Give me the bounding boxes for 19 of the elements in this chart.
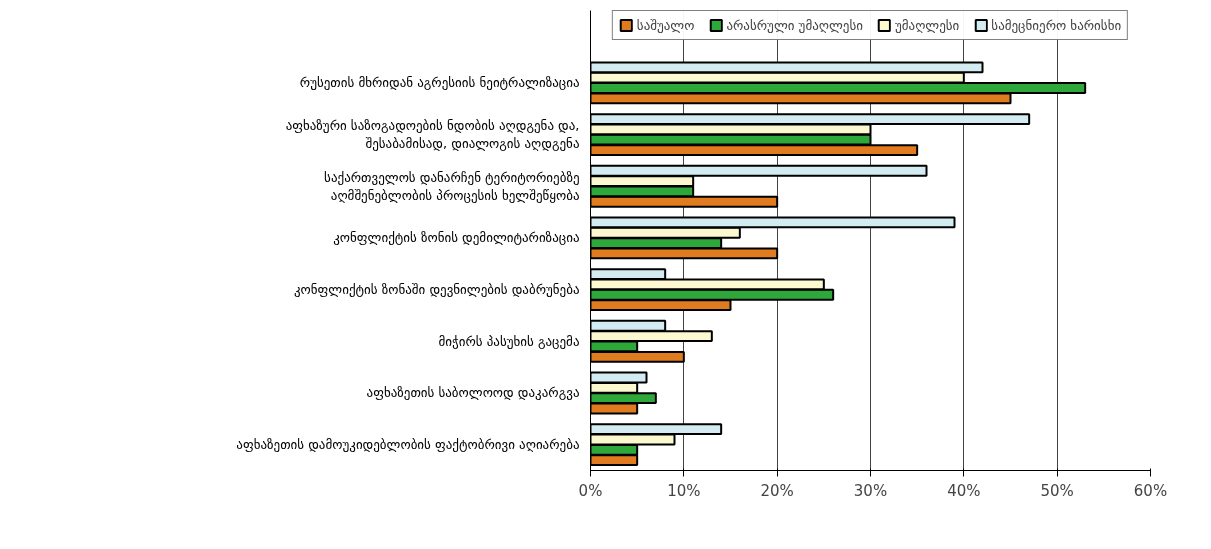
y-tick-label: კონფლიქტის ზონაში დევნილების დაბრუნება bbox=[293, 282, 580, 298]
x-tick-label: 10% bbox=[667, 481, 701, 500]
x-tick-label: 60% bbox=[1133, 481, 1168, 500]
y-tick-label: აფხაზეთის დამოუკიდებლობის ფაქტობრივი აღიარება bbox=[236, 437, 580, 453]
y-tick-label: აფხაზური საზოგადოების ნდობის აღდგენა და, შესაბამისად, დიალოგის აღდგენა bbox=[285, 118, 580, 152]
x-tick-label: 20% bbox=[760, 481, 794, 500]
legend-label: სამეცნიერო ხარისხი bbox=[991, 17, 1122, 33]
x-tick-label: 40% bbox=[947, 481, 981, 500]
y-tick-label: კონფლიქტის ზონის დემილიტარიზაცია bbox=[333, 230, 580, 246]
x-tick-label: 50% bbox=[1040, 481, 1074, 500]
x-tick-label: 0% bbox=[578, 481, 603, 500]
legend-label: საშუალო bbox=[636, 17, 695, 33]
y-tick-label: აფხაზეთის საბოლოოდ დაკარგვა bbox=[366, 385, 580, 401]
x-tick-label: 30% bbox=[853, 481, 888, 500]
y-tick-label: რუსეთის მხრიდან აგრესიის ნეიტრალიზაცია bbox=[299, 75, 580, 91]
legend-label: უმაღლესი bbox=[894, 17, 960, 33]
y-tick-label: მიჭირს პასუხის გაცემა bbox=[438, 333, 580, 349]
legend-label: არასრული უმაღლესი bbox=[726, 17, 863, 33]
y-tick-label: საქართველოს დანარჩენ ტერიტორიებზე აღმშენებლობის პროცესის ხელშეწყობა bbox=[324, 169, 580, 203]
